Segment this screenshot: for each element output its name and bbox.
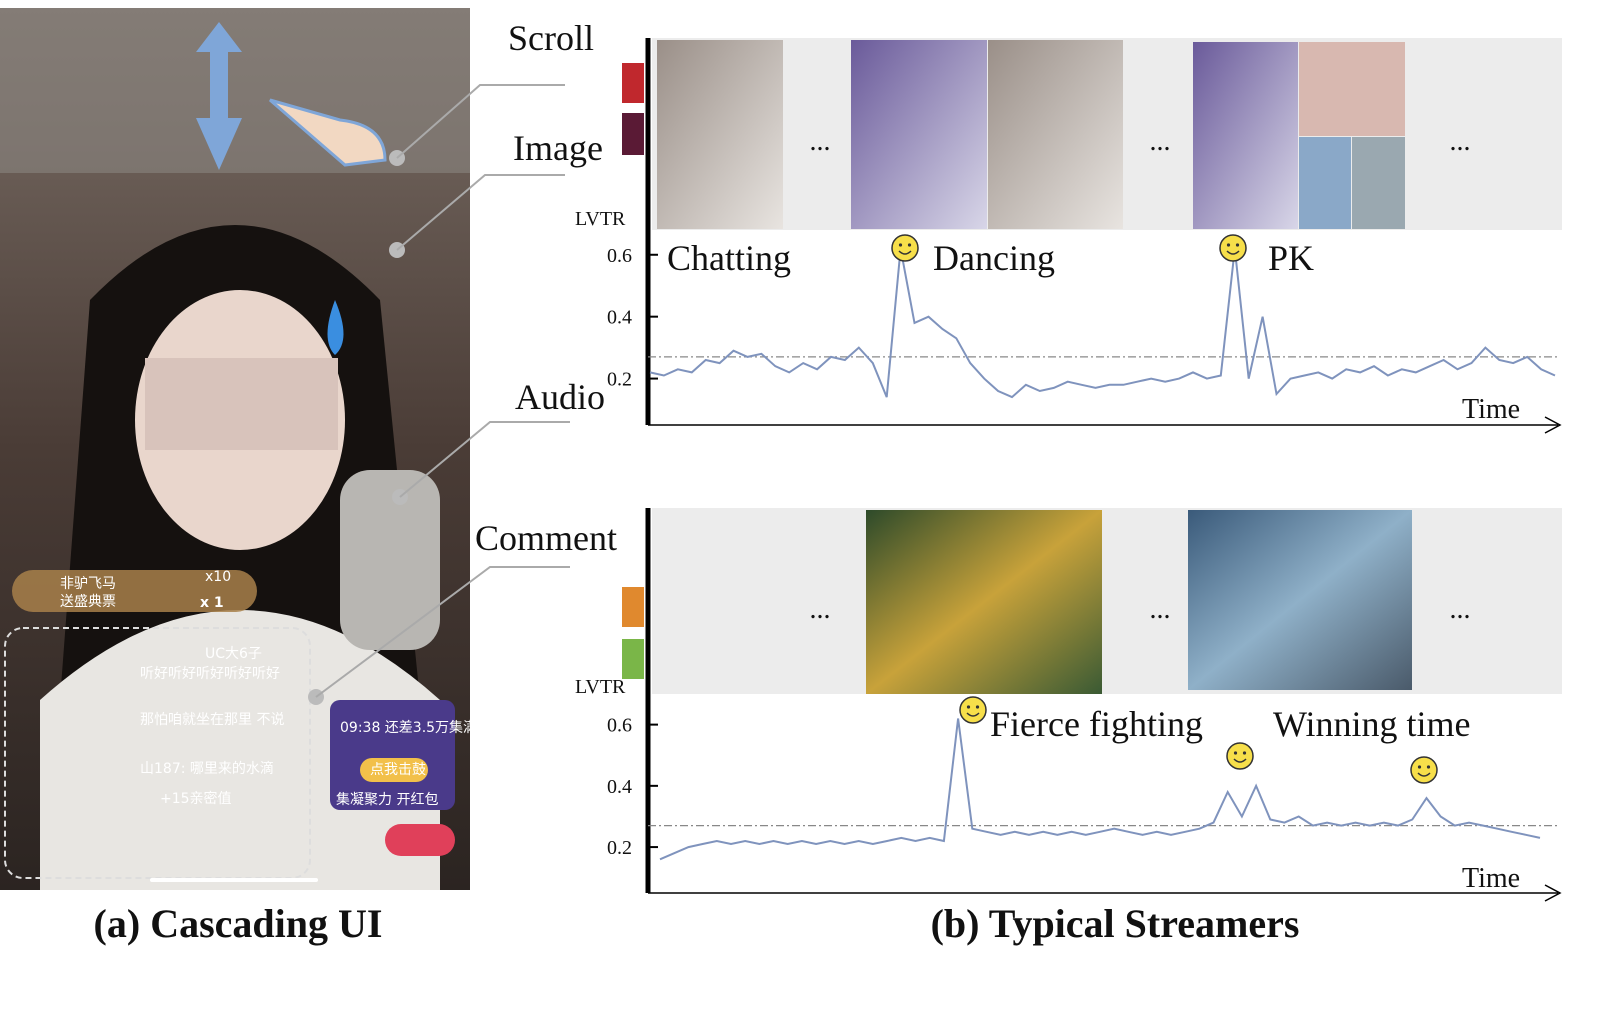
phone-screenshot: 非驴飞马 送盛典票 x10 x 1 UC大6子 听好听好听好听好听好 那怕咱就坐… <box>0 8 477 890</box>
ellipsis: ... <box>1150 126 1171 157</box>
ellipsis: ... <box>810 126 831 157</box>
phone-text: 集凝聚力 开红包 <box>336 791 438 808</box>
smiley-mouth <box>1417 772 1431 777</box>
smiley-mouth <box>898 250 912 255</box>
y-tick-label: 0.4 <box>607 776 632 798</box>
annotation: Fierce fighting <box>990 704 1203 744</box>
thumbnail <box>1299 42 1405 136</box>
smiley-eye <box>1426 765 1431 769</box>
x-axis-arrow <box>1544 416 1562 434</box>
thumbnail <box>851 40 987 229</box>
thumbnail <box>1188 510 1412 690</box>
thumbnail <box>657 40 783 229</box>
color-tag <box>622 63 644 103</box>
x-axis-label: Time <box>1462 394 1520 425</box>
blur-box <box>145 358 338 450</box>
hand-icon <box>269 98 387 167</box>
phone-text: 非驴飞马 <box>60 576 116 592</box>
smiley-eye <box>975 705 980 709</box>
caption: (a) Cascading UI <box>94 901 383 946</box>
connectors <box>315 84 570 698</box>
modality-label: Scroll <box>508 18 594 58</box>
thumbnail <box>1352 137 1405 229</box>
ellipsis: ... <box>1150 594 1171 625</box>
smiley <box>1410 756 1438 784</box>
phone-text: 送盛典票 <box>60 594 116 610</box>
y-axis-label: LVTR <box>575 676 626 698</box>
smiley <box>959 696 987 724</box>
connector <box>315 566 570 698</box>
smiley <box>891 234 919 262</box>
blurred-previous <box>0 8 470 173</box>
smiley-eye <box>1226 243 1231 247</box>
color-tag <box>622 587 644 627</box>
y-tick-label: 0.6 <box>607 245 632 267</box>
x-axis-arrow <box>1544 884 1562 902</box>
phone-text: 09:38 还差3.5万集满 <box>340 719 477 736</box>
phone-text: 山187: 哪里来的水滴 <box>140 760 274 777</box>
phone-text: x 1 <box>200 595 224 611</box>
smiley-eye <box>907 243 912 247</box>
drop-icon <box>327 300 344 355</box>
color-tag <box>622 639 644 679</box>
color-tag <box>622 113 644 155</box>
smiley-eye <box>898 243 903 247</box>
smiley-mouth <box>1233 758 1247 763</box>
phone-text: 听好听好听好听好听好 <box>140 666 280 682</box>
smiley <box>1219 234 1247 262</box>
event-widget <box>330 700 455 810</box>
smiley-eye <box>1235 243 1240 247</box>
thumbnail <box>866 510 1102 694</box>
y-tick-label: 0.2 <box>607 837 632 859</box>
phone-text: +15亲密值 <box>160 790 232 807</box>
lvtr-line <box>649 248 1556 399</box>
ellipsis: ... <box>810 594 831 625</box>
phone-text: 那怕咱就坐在那里 不说 <box>140 712 284 728</box>
event-button <box>360 758 428 782</box>
phone-text: 点我击鼓 <box>370 762 426 778</box>
thumbnail <box>1299 137 1351 229</box>
annotation: Chatting <box>667 238 791 278</box>
connector <box>396 174 565 251</box>
y-tick-label: 0.2 <box>607 369 632 391</box>
connector <box>399 421 570 498</box>
smiley-eye <box>1233 751 1238 755</box>
modality-label: Comment <box>475 518 617 558</box>
microphone <box>340 470 440 650</box>
smiley-eye <box>966 705 971 709</box>
smiley <box>1226 742 1254 770</box>
caption: (b) Typical Streamers <box>931 901 1300 946</box>
annotation: Winning time <box>1273 704 1471 744</box>
annotation: Dancing <box>933 238 1055 278</box>
y-axis-label: LVTR <box>575 208 626 230</box>
x-axis-label: Time <box>1462 863 1520 894</box>
scroll-arrow <box>196 22 242 170</box>
smiley-eye <box>1242 751 1247 755</box>
y-tick-label: 0.6 <box>607 715 632 737</box>
phone-text: x10 <box>205 569 231 585</box>
smiley-mouth <box>1226 250 1240 255</box>
lvtr-line <box>659 718 1541 861</box>
connector <box>396 84 565 159</box>
follow-button <box>385 824 455 856</box>
modality-label: Audio <box>515 377 605 417</box>
annotation: PK <box>1268 238 1314 278</box>
smiley-mouth <box>966 712 980 717</box>
y-tick-label: 0.4 <box>607 307 632 329</box>
modality-label: Image <box>513 128 603 168</box>
gift-banner <box>12 570 257 612</box>
thumbnail <box>1193 42 1298 229</box>
phone-text: UC大6子 <box>205 646 262 662</box>
home-indicator <box>150 878 318 882</box>
image-strip <box>652 508 1562 694</box>
charts: LVTR Time 0.2 0.4 0.6...... ... Chatting Dancin… <box>575 38 1562 902</box>
thumbnail <box>988 40 1123 229</box>
smiley-eye <box>1417 765 1422 769</box>
ellipsis: ... <box>1450 126 1471 157</box>
ellipsis: ... <box>1450 594 1471 625</box>
